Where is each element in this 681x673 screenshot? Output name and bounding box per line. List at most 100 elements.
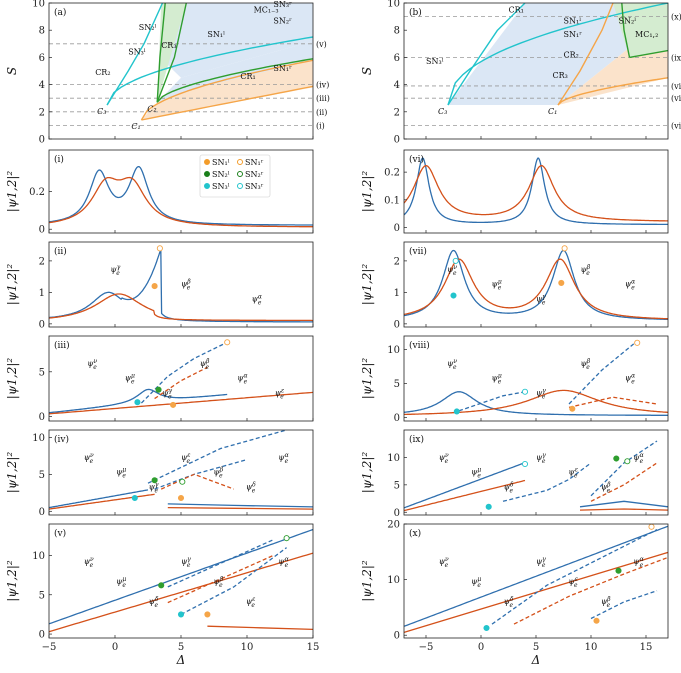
x-tick-label: 10: [241, 642, 254, 653]
saddle-node-marker: [558, 279, 565, 286]
curve-annotation: ψβ e: [181, 279, 191, 292]
guide-line-label: (iii): [316, 94, 330, 103]
x-axis-label: Δ: [176, 653, 186, 667]
y-axis-label: |ψ1,2|²: [5, 358, 19, 400]
plot-area: [49, 165, 313, 228]
region-label: MC₁,₂: [635, 30, 658, 39]
series-line: [404, 461, 526, 509]
saddle-node-marker: [450, 292, 457, 299]
saddle-node-marker: [452, 257, 459, 264]
series-line: [106, 36, 313, 106]
plot-area: [404, 440, 668, 512]
saddle-node-marker: [158, 582, 165, 589]
y-axis-label: |ψ1,2|²: [360, 171, 374, 213]
panel-x: ψν e ψμ e ψδ e ψγ e ψε e ψβ e ψα e −5 0 5 10 15 0 10 20 |ψ1,2|…: [360, 520, 669, 667]
y-tick-label: 0.2: [29, 187, 45, 198]
panel-vii: ψν e ψμ e ψγ e ψβ e ψα e 0 1 2 |ψ1,2|² (vii): [360, 241, 669, 330]
curve-annotation: ψν e: [439, 556, 449, 569]
series-line: [404, 389, 668, 416]
guide-line-label: (v): [316, 40, 327, 49]
x-tick-label: 15: [640, 642, 653, 653]
plot-area: [404, 3, 668, 126]
saddle-node-marker: [569, 405, 576, 412]
curve-label: SN₁ʳ: [564, 30, 583, 39]
x-axis-label: Δ: [531, 653, 541, 667]
curve-annotation: ψα e: [278, 556, 288, 569]
saddle-node-marker: [561, 245, 568, 252]
panel-viii: ψν e ψμ e ψγ e ψβ e ψα e 0 5 10 |ψ1,2|² (viii): [360, 335, 669, 424]
panel-tag: (viii): [409, 340, 430, 351]
series-line: [180, 547, 287, 615]
series-line: [458, 391, 526, 412]
plot-area: [404, 157, 668, 226]
x-tick-label: 15: [307, 642, 320, 653]
region-label: CR₃: [553, 71, 568, 80]
y-axis-label: S: [360, 67, 374, 75]
y-tick-label: 0: [39, 412, 45, 423]
region-label: CR₂: [564, 50, 579, 59]
y-axis-label: |ψ1,2|²: [5, 452, 19, 494]
series-line: [590, 440, 658, 497]
series-line: [49, 293, 313, 322]
y-tick-label: 0.2: [384, 168, 400, 179]
cusp-point-label: C₁: [548, 107, 557, 116]
saddle-node-marker: [170, 401, 177, 408]
y-tick-label: 0: [39, 630, 45, 641]
panel-tag: (iv): [54, 434, 69, 445]
panel-tag: (iii): [54, 340, 70, 351]
series-line: [167, 506, 313, 510]
curve-annotation: ψβ e: [580, 358, 590, 371]
cusp-point-label: C₃: [438, 107, 447, 116]
curve-annotation: ψγ e: [162, 388, 172, 401]
series-line: [156, 3, 187, 103]
curve-annotation: ψδ e: [149, 596, 159, 609]
cusp-point-label: C₂: [147, 104, 156, 113]
series-line: [404, 525, 668, 627]
panel-iv: ψν e ψμ e ψγ e ψε e ψβ e ψδ e ψα e 0 5 10 |ψ1,2|² (iv): [5, 429, 314, 518]
saddle-node-marker: [624, 458, 631, 465]
saddle-node-marker: [485, 503, 492, 510]
series-line: [404, 249, 668, 321]
guide-line-label: (ix): [671, 53, 681, 62]
curve-annotation: ψβ e: [580, 264, 590, 277]
saddle-node-marker: [131, 494, 138, 502]
series-line: [141, 85, 313, 121]
x-tick-label: 0: [478, 642, 484, 653]
curve-annotation: ψε e: [246, 596, 256, 609]
saddle-node-marker: [177, 611, 185, 618]
curve-annotation: ψν e: [84, 452, 94, 465]
series-line: [207, 625, 313, 631]
y-axis-label: S: [5, 67, 19, 75]
panel-a: (i) (ii) (iii) (iv) (v) C₁ C₂ C₃ MC₁₋₃ CR₁ CR₂ CR₃ S…: [5, 0, 330, 146]
series-line: [404, 157, 668, 226]
legend-marker: [237, 171, 243, 177]
x-tick-label: −5: [42, 642, 57, 653]
y-tick-label: 5: [394, 379, 400, 390]
plot-area: [49, 339, 313, 415]
series-line: [140, 341, 228, 404]
saddle-node-marker: [151, 283, 158, 290]
panel-i: SN₁ˡ SN₁ʳ SN₂ˡ SN₂ʳ SN₃ˡ SN₃ʳ 0 0.2 |ψ1,2|² (i): [5, 149, 314, 236]
curve-annotation: ψμ e: [471, 467, 481, 480]
y-tick-label: 5: [39, 590, 45, 601]
legend-entry-label: SN₂ʳ: [245, 170, 264, 179]
y-tick-label: 10: [387, 453, 400, 464]
curve-label: SN₁ˡ: [564, 16, 582, 25]
legend-entry-label: SN₁ʳ: [245, 158, 264, 167]
x-tick-label: 10: [585, 642, 598, 653]
curve-annotation: ψα e: [252, 294, 262, 307]
curve-annotation: ψα e: [237, 373, 247, 386]
curve-annotation: ψε e: [275, 388, 285, 401]
saddle-node-marker: [593, 617, 600, 624]
curve-annotation: ψν e: [87, 358, 97, 371]
y-tick-label: 8: [39, 26, 45, 37]
curve-annotation: ψν e: [84, 556, 94, 569]
series-line: [49, 388, 228, 414]
y-tick-label: 0: [39, 135, 45, 146]
region-CR3: [448, 3, 668, 105]
saddle-node-marker: [283, 535, 290, 542]
series-line: [404, 479, 526, 512]
series-line: [404, 258, 668, 320]
series-line: [140, 59, 313, 121]
